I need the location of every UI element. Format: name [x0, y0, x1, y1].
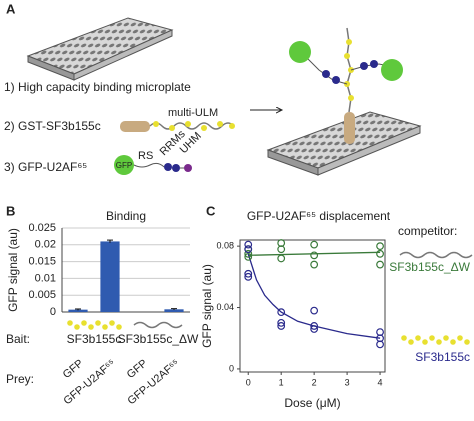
- bead: [67, 320, 73, 326]
- legend-title: competitor:: [398, 224, 457, 238]
- bead: [464, 339, 470, 345]
- x-tick-label: 1: [279, 377, 284, 387]
- bead: [422, 339, 428, 345]
- y-tick-label: 0.04: [216, 302, 234, 312]
- data-point: [277, 245, 286, 254]
- legend-entry: SF3b155c_ΔW: [389, 260, 470, 274]
- group-label: SF3b155c_ΔW: [118, 332, 199, 346]
- y-tick-label: 0: [229, 363, 234, 373]
- x-tick-label: 2: [312, 377, 317, 387]
- data-point: [376, 260, 384, 269]
- data-point: [244, 269, 253, 278]
- chart-title: GFP-U2AF⁶⁵ displacement: [247, 209, 391, 223]
- data-point: [310, 251, 319, 260]
- data-point: [310, 322, 319, 330]
- bead: [436, 339, 442, 345]
- fit-line: [248, 251, 381, 256]
- data-point: [244, 252, 253, 261]
- y-tick-label: 0.015: [28, 256, 56, 268]
- label: multi-ULM: [168, 107, 218, 119]
- x-tick-label: GFP: [125, 357, 150, 381]
- bead: [109, 320, 115, 326]
- data-point: [277, 254, 286, 263]
- bead: [443, 335, 449, 341]
- x-tick-label: 3: [345, 377, 350, 387]
- group-label: SF3b155c: [67, 332, 122, 346]
- x-tick-label: GFP: [61, 357, 86, 381]
- step-label: 2) GST-SF3b155c: [4, 119, 101, 133]
- panel-label: A: [6, 1, 16, 16]
- bead: [415, 335, 421, 341]
- bead: [401, 335, 407, 341]
- data-point: [376, 242, 384, 251]
- step-label: 3) GFP-U2AF⁶⁵: [4, 160, 87, 174]
- microplate-complex: [266, 27, 422, 176]
- y-axis-label: GFP signal (au): [6, 228, 20, 312]
- data-point: [277, 318, 286, 327]
- plot-frame: [239, 239, 386, 373]
- bar: [164, 309, 184, 312]
- legend-entry: SF3b155c: [415, 350, 470, 364]
- gst-sf3b155c: [120, 121, 235, 132]
- y-tick-label: 0.025: [28, 222, 56, 234]
- bait-label: Bait:: [6, 332, 30, 346]
- prey-label: Prey:: [6, 372, 34, 386]
- chart-title: Binding: [106, 209, 146, 223]
- data-point: [277, 308, 286, 317]
- data-point: [376, 249, 384, 258]
- data-point: [244, 249, 253, 258]
- bead: [95, 320, 101, 326]
- bead: [81, 320, 87, 326]
- data-point: [310, 306, 319, 315]
- data-point: [244, 245, 253, 254]
- data-point: [277, 322, 286, 330]
- microplate: [26, 17, 174, 81]
- gfp-u2af65: [114, 155, 192, 175]
- y-tick-label: 0.02: [35, 239, 56, 251]
- fit-line: [247, 253, 381, 339]
- bead: [450, 339, 456, 345]
- y-tick-label: 0: [50, 306, 56, 318]
- x-tick-label: 0: [246, 377, 251, 387]
- bead: [102, 324, 108, 330]
- bead: [116, 324, 122, 330]
- label: RS: [138, 150, 153, 162]
- y-tick-label: 0.005: [28, 289, 56, 301]
- x-tick-label: 4: [378, 377, 383, 387]
- bead: [408, 339, 414, 345]
- panel-label: C: [206, 203, 216, 218]
- data-point: [244, 272, 253, 281]
- panel-label: B: [6, 203, 15, 218]
- bead: [457, 335, 463, 341]
- wavy-line: [399, 251, 473, 259]
- data-point: [376, 340, 384, 349]
- y-axis-label: GFP signal (au): [200, 264, 214, 348]
- bar: [68, 309, 88, 312]
- bead: [429, 335, 435, 341]
- bar: [100, 241, 120, 312]
- y-tick-label: 0.08: [216, 241, 234, 251]
- data-point: [244, 240, 253, 249]
- label: GFP: [116, 161, 132, 170]
- x-axis-label: Dose (μM): [284, 396, 340, 410]
- data-point: [310, 325, 319, 333]
- step-label: 1) High capacity binding microplate: [4, 80, 191, 94]
- data-point: [310, 260, 319, 269]
- y-tick-label: 0.01: [35, 272, 56, 284]
- wavy-line: [133, 321, 183, 329]
- data-point: [310, 240, 319, 249]
- bead: [88, 324, 94, 330]
- bead: [74, 324, 80, 330]
